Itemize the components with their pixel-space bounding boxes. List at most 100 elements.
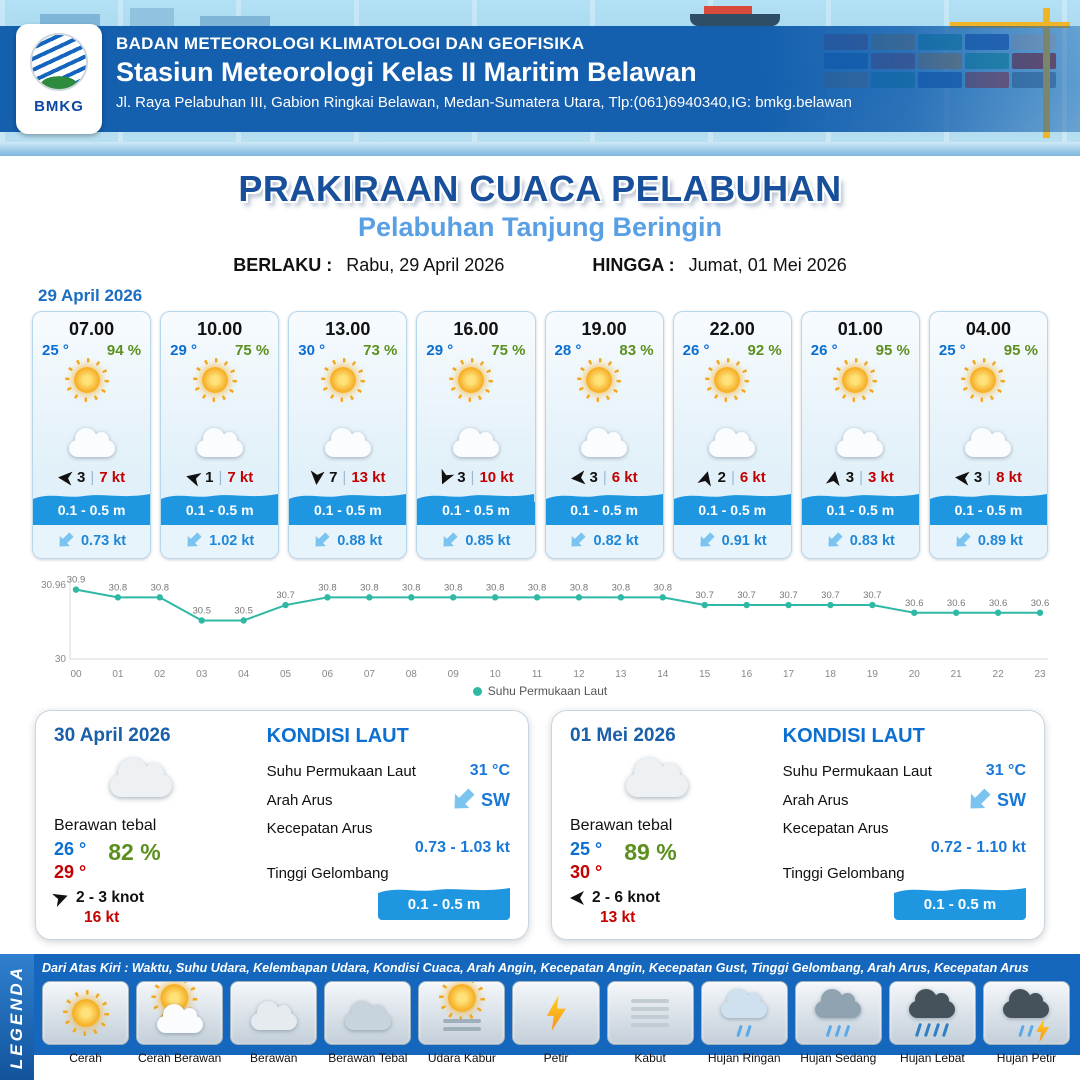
cloud-icon — [837, 428, 884, 457]
wind-speed: 2 — [717, 469, 726, 486]
svg-text:30.8: 30.8 — [654, 582, 673, 593]
wave-height: 0.1 - 0.5 m — [929, 502, 1047, 525]
cloud-icon — [324, 428, 371, 457]
hourly-cards: 07.00 25 ° 94 % 3 | 7 kt 0.1 - 0.5 m 0.7… — [32, 311, 1048, 559]
svg-text:30.6: 30.6 — [1031, 598, 1050, 609]
svg-text:30.8: 30.8 — [570, 582, 589, 593]
svg-text:30.6: 30.6 — [947, 598, 966, 609]
current-row: 0.82 kt — [545, 525, 663, 558]
cloud-icon — [452, 428, 499, 457]
daily-forecast-card: 30 April 2026 Berawan tebal 26 ° 29 ° 82… — [35, 710, 529, 940]
wave-height-box: 0.1 - 0.5 m — [894, 884, 1026, 920]
svg-text:30.5: 30.5 — [192, 605, 211, 616]
wind-speed: 3 — [457, 469, 466, 486]
legend-item: Berawan Tebal — [324, 981, 412, 1065]
current-speed-label: Kecepatan Arus — [266, 820, 373, 837]
partly-cloudy-icon — [802, 359, 919, 469]
sun-icon — [201, 367, 228, 393]
cloud-icon — [581, 428, 628, 457]
current-speed: 0.88 kt — [337, 532, 383, 549]
page-subtitle: Pelabuhan Tanjung Beringin — [357, 212, 722, 242]
partly-cloudy-icon — [674, 359, 791, 469]
legend-item: Hujan Ringan — [700, 981, 788, 1065]
svg-text:30.8: 30.8 — [486, 582, 505, 593]
sea-conditions-title: KONDISI LAUT — [266, 725, 409, 747]
wind-gust: 16 kt — [84, 909, 120, 926]
rain-light-icon — [700, 981, 788, 1045]
station-name: Stasiun Meteorologi Kelas II Maritim Bel… — [116, 57, 697, 87]
air-temperature: 26 ° — [810, 342, 838, 359]
wind-direction-icon — [954, 470, 969, 485]
svg-text:15: 15 — [699, 669, 711, 680]
wave-crest-icon — [545, 494, 663, 502]
wave-height-band: 0.1 - 0.5 m — [929, 490, 1047, 525]
wind-gust: 3 kt — [868, 469, 894, 486]
legend-item-label: Cerah Berawan — [137, 1051, 222, 1065]
sst-chart: 30.96 30 30.9 30.8 30.8 30.5 30.5 30.7 30.8 30.8 3… — [30, 569, 1050, 698]
legend-section: LEGENDA Dari Atas Kiri : Waktu, Suhu Uda… — [0, 954, 1080, 1080]
sst-value: 31 °C — [469, 762, 510, 779]
svg-text:18: 18 — [825, 669, 837, 680]
daily-date: 30 April 2026 — [54, 725, 171, 746]
wind-speed: 3 — [589, 469, 598, 486]
wave-height: 0.1 - 0.5 m — [417, 502, 535, 525]
wind-gust: 6 kt — [611, 469, 638, 486]
current-direction-icon — [310, 528, 334, 552]
chart-legend-dot-icon — [472, 686, 482, 696]
svg-text:16: 16 — [741, 669, 753, 680]
wave-crest-icon — [673, 494, 791, 502]
legend-item: Udara Kabur — [418, 981, 506, 1065]
sun-icon — [842, 367, 869, 393]
humidity: 89 % — [624, 839, 677, 865]
hourly-forecast-card: 10.00 29 ° 75 % 1 | 7 kt 0.1 - 0.5 m 1.0… — [160, 311, 280, 559]
humidity: 95 % — [875, 342, 910, 359]
station-address: Jl. Raya Pelabuhan III, Gabion Ringkai B… — [116, 94, 852, 111]
svg-text:09: 09 — [448, 669, 460, 680]
current-direction-icon — [566, 528, 590, 552]
current-direction-icon — [950, 528, 974, 552]
humidity: 83 % — [619, 342, 654, 359]
rain-medium-icon — [794, 981, 882, 1045]
wind-direction-icon — [436, 468, 455, 487]
berlaku-value: Rabu, 29 April 2026 — [346, 255, 505, 275]
current-speed: 0.89 kt — [977, 532, 1024, 549]
current-direction-icon — [962, 783, 996, 817]
svg-text:30.7: 30.7 — [821, 590, 840, 601]
legend-label-strip — [34, 1055, 1080, 1080]
wave-height-band: 0.1 - 0.5 m — [417, 490, 535, 525]
wave-height-label: Tinggi Gelombang — [782, 865, 905, 882]
bmkg-logo-text: BMKG — [34, 98, 84, 115]
legend-vertical-label: LEGENDA — [0, 954, 34, 1080]
legend-item: Hujan Sedang — [794, 981, 882, 1065]
current-direction-icon — [822, 528, 846, 552]
wind-speed: 3 — [77, 469, 86, 486]
wave-height-box: 0.1 - 0.5 m — [378, 884, 510, 920]
sun-icon — [457, 367, 484, 393]
current-row: 0.88 kt — [289, 525, 407, 558]
humidity: 94 % — [106, 342, 142, 359]
wind-row: 2 - 3 knot — [54, 889, 255, 907]
svg-text:03: 03 — [196, 669, 208, 680]
svg-text:13: 13 — [615, 669, 627, 680]
svg-text:12: 12 — [573, 669, 585, 680]
svg-text:30.7: 30.7 — [737, 590, 756, 601]
svg-text:30.96: 30.96 — [41, 580, 66, 591]
wave-crest-icon — [801, 494, 919, 502]
cloud-icon — [230, 981, 318, 1045]
current-direction-icon — [53, 528, 77, 552]
svg-text:30.8: 30.8 — [402, 582, 421, 593]
hourly-forecast-card: 07.00 25 ° 94 % 3 | 7 kt 0.1 - 0.5 m 0.7… — [32, 311, 152, 559]
legend-item-label: Kabut — [634, 1051, 666, 1065]
max-temperature: 30 ° — [570, 862, 603, 882]
weather-condition: Berawan tebal — [570, 817, 673, 834]
wind-row: 3 | 8 kt — [930, 469, 1047, 486]
sst-label: Suhu Permukaan Laut — [782, 762, 932, 780]
svg-text:07: 07 — [364, 669, 376, 680]
wind-direction-icon — [185, 469, 202, 486]
svg-text:30.5: 30.5 — [234, 605, 253, 616]
forecast-time: 01.00 — [837, 319, 883, 339]
forecast-time: 16.00 — [453, 319, 499, 339]
chart-legend-label: Suhu Permukaan Laut — [487, 684, 608, 698]
wave-height-band: 0.1 - 0.5 m — [161, 490, 279, 525]
wind-direction-icon — [826, 469, 842, 485]
